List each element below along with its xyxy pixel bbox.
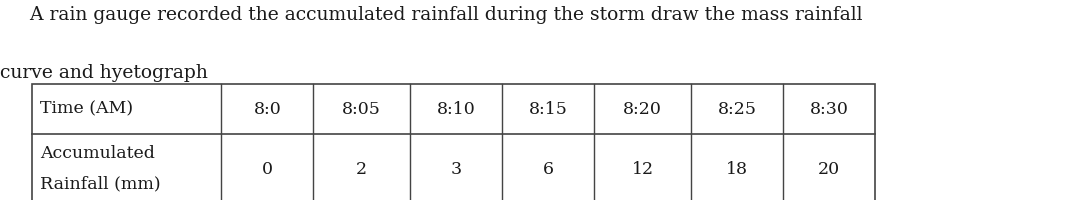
Text: 6: 6 [542,160,554,178]
Text: Rainfall (mm): Rainfall (mm) [40,176,161,192]
Text: 12: 12 [632,160,653,178]
Text: 8:25: 8:25 [717,101,757,118]
Text: A rain gauge recorded the accumulated rainfall during the storm draw the mass ra: A rain gauge recorded the accumulated ra… [0,6,863,24]
Text: 20: 20 [818,160,840,178]
Text: curve and hyetograph: curve and hyetograph [0,64,207,82]
Text: Time (AM): Time (AM) [40,101,133,118]
Text: 8:15: 8:15 [529,101,567,118]
Text: 3: 3 [450,160,462,178]
Text: 8:20: 8:20 [623,101,662,118]
Text: Accumulated: Accumulated [40,146,154,162]
Text: 0: 0 [261,160,273,178]
Text: 18: 18 [726,160,748,178]
Text: 2: 2 [356,160,367,178]
Text: 8:05: 8:05 [342,101,381,118]
Text: 8:0: 8:0 [254,101,281,118]
Text: 8:30: 8:30 [810,101,848,118]
Text: 8:10: 8:10 [437,101,475,118]
